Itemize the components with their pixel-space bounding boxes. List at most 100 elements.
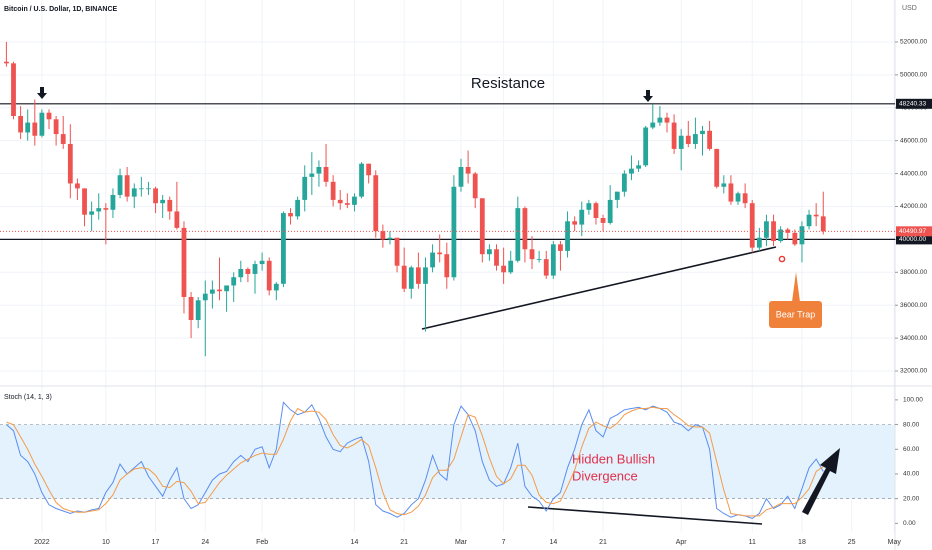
candle-body <box>614 191 620 200</box>
stoch-y-tick-label: 60.00 <box>903 446 920 453</box>
stoch-y-tick-label: 20.00 <box>903 495 920 502</box>
candle-body <box>387 237 393 240</box>
stoch-y-tick-label: 80.00 <box>903 421 920 428</box>
candle-body <box>238 269 244 278</box>
candle-body <box>188 296 194 321</box>
stoch-line <box>6 401 824 519</box>
candle-body <box>359 163 364 197</box>
candle-body <box>678 135 684 149</box>
candle-body <box>18 115 23 133</box>
candle-body <box>231 277 237 286</box>
candle-body <box>572 221 578 225</box>
candle-body <box>408 267 414 289</box>
background-layer <box>0 0 895 532</box>
x-tick-label: 21 <box>599 539 607 546</box>
down-arrow <box>643 90 653 102</box>
price-line-tag <box>896 234 932 245</box>
up-arrow <box>802 448 840 515</box>
candle-body <box>721 183 727 187</box>
y-tick-label: 44000.00 <box>900 170 927 177</box>
x-tick-label: 18 <box>798 539 806 546</box>
candle-body <box>174 211 180 228</box>
x-tick-label: 24 <box>201 539 209 546</box>
candle-body <box>728 183 734 202</box>
candle-body <box>302 176 308 200</box>
candle-body <box>60 134 66 144</box>
candle-body <box>337 199 343 204</box>
candle-body <box>67 143 73 184</box>
candle-body <box>472 173 478 199</box>
candle-body <box>273 283 279 291</box>
last-price-tag <box>896 226 932 237</box>
candle-body <box>487 249 492 255</box>
candle-body <box>799 226 805 245</box>
candle-body <box>146 188 151 190</box>
candle-body <box>536 259 542 260</box>
candle-body <box>3 61 9 64</box>
candle-body <box>650 122 656 128</box>
candle-body <box>778 229 784 242</box>
candle-body <box>508 260 514 273</box>
candle-body <box>586 203 592 210</box>
candle-body <box>671 122 677 149</box>
price-line-label: 48240.33 <box>899 101 926 108</box>
candle-body <box>32 122 38 136</box>
callout-pointer <box>792 272 800 302</box>
candle-body <box>636 165 641 169</box>
callout-box <box>769 301 822 328</box>
x-tick-label: Mar <box>455 539 468 546</box>
candle-body <box>266 260 272 291</box>
candle-body <box>820 216 826 232</box>
candle-body <box>217 289 222 292</box>
y-tick-label: 50000.00 <box>900 72 927 79</box>
candle-body <box>423 267 428 284</box>
candle-body <box>657 117 663 123</box>
y-tick-label: 34000.00 <box>900 335 927 342</box>
x-tick-label: 2022 <box>34 539 50 546</box>
trap-marker <box>778 255 786 263</box>
divergence-label: Divergence <box>572 468 638 483</box>
candle-body <box>501 265 507 273</box>
candle-body <box>82 188 87 215</box>
candle-body <box>11 63 16 116</box>
candle-body <box>494 249 499 266</box>
candle-body <box>344 203 350 205</box>
candle-body <box>515 208 521 261</box>
resistance-label: Resistance <box>471 75 545 92</box>
x-tick-label: 21 <box>400 539 408 546</box>
candle-body <box>522 208 528 250</box>
candle-body <box>451 186 457 278</box>
candle-body <box>643 127 649 166</box>
down-arrow <box>37 87 47 99</box>
candle-body <box>664 117 670 123</box>
candle-body <box>700 130 705 135</box>
currency-label: USD <box>902 5 917 12</box>
x-tick-label: Feb <box>256 539 268 546</box>
stoch-y-tick-label: 40.00 <box>903 471 920 478</box>
candle-body <box>550 244 556 276</box>
y-tick-label: 52000.00 <box>900 39 927 46</box>
candle-body <box>245 269 251 274</box>
candle-body <box>621 173 627 192</box>
candle-body <box>629 168 634 174</box>
candle-body <box>352 196 357 205</box>
candle-body <box>46 112 52 120</box>
candle-body <box>714 148 720 187</box>
candle-body <box>465 166 471 174</box>
x-tick-label: 10 <box>102 539 110 546</box>
candle-body <box>785 229 791 233</box>
candle-body <box>316 166 322 174</box>
candle-body <box>366 163 372 176</box>
price-line-tag <box>896 98 932 109</box>
candle-body <box>75 183 80 189</box>
candle-body <box>167 199 173 212</box>
candle-body <box>153 188 158 204</box>
y-tick-label: 36000.00 <box>900 302 927 309</box>
candle-body <box>209 289 215 294</box>
x-tick-label: Apr <box>676 539 688 546</box>
candle-body <box>806 214 812 227</box>
stoch-y-tick-label: 0.00 <box>903 520 916 527</box>
candle-body <box>110 194 116 210</box>
candle-body <box>181 227 187 297</box>
